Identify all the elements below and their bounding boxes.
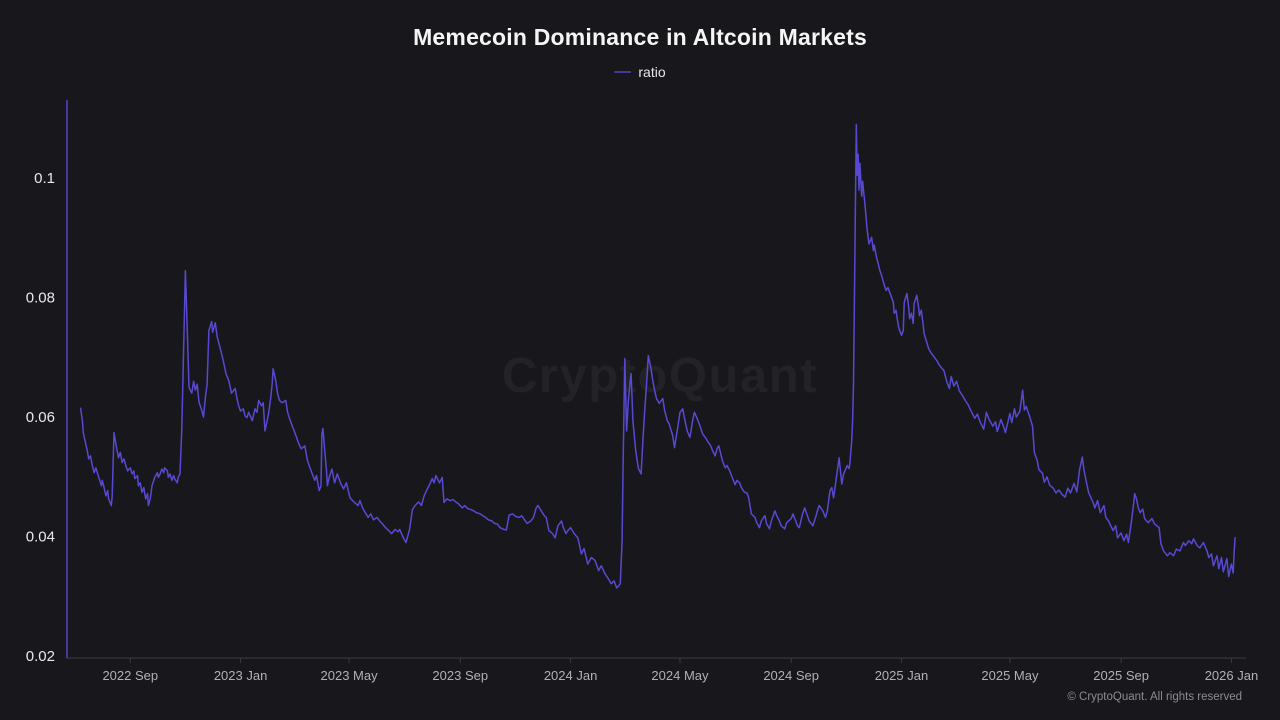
watermark: CryptoQuant xyxy=(502,349,818,403)
x-tick-label: 2025 Sep xyxy=(1093,668,1149,683)
x-tick-label: 2022 Sep xyxy=(102,668,158,683)
legend-item-ratio[interactable]: ratio xyxy=(0,64,1280,80)
y-tick-label: 0.08 xyxy=(26,290,55,307)
legend-line-icon xyxy=(614,71,632,73)
legend-label: ratio xyxy=(638,64,666,80)
y-tick-label: 0.04 xyxy=(26,529,55,546)
x-tick-label: 2023 Sep xyxy=(432,668,488,683)
ratio-line-series xyxy=(79,123,1236,589)
x-tick-label: 2024 May xyxy=(651,668,709,683)
x-tick-label: 2024 Sep xyxy=(763,668,819,683)
x-tick-label: 2024 Jan xyxy=(544,668,598,683)
copyright-text: © CryptoQuant. All rights reserved xyxy=(1067,691,1242,703)
x-tick-label: 2023 May xyxy=(321,668,379,683)
x-tick-label: 2025 May xyxy=(981,668,1039,683)
x-tick-label: 2026 Jan xyxy=(1205,668,1259,683)
y-tick-label: 0.1 xyxy=(34,170,55,187)
x-tick-label: 2025 Jan xyxy=(875,668,929,683)
y-tick-label: 0.02 xyxy=(26,648,55,665)
y-tick-label: 0.06 xyxy=(26,409,55,426)
x-tick-label: 2023 Jan xyxy=(214,668,268,683)
chart-title: Memecoin Dominance in Altcoin Markets xyxy=(413,24,867,50)
